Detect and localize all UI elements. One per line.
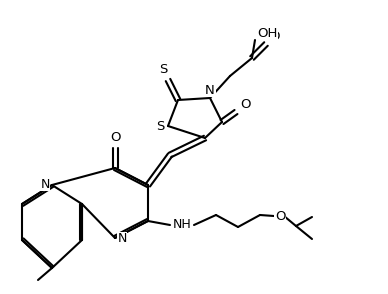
Text: O: O [270,29,280,43]
Text: O: O [275,210,285,223]
Text: N: N [205,83,215,96]
Text: O: O [240,98,250,111]
Text: OH: OH [257,26,277,39]
Text: O: O [110,131,120,143]
Text: S: S [159,63,167,76]
Text: N: N [117,233,127,245]
Text: S: S [156,119,164,133]
Text: N: N [40,178,50,191]
Text: NH: NH [173,218,191,231]
